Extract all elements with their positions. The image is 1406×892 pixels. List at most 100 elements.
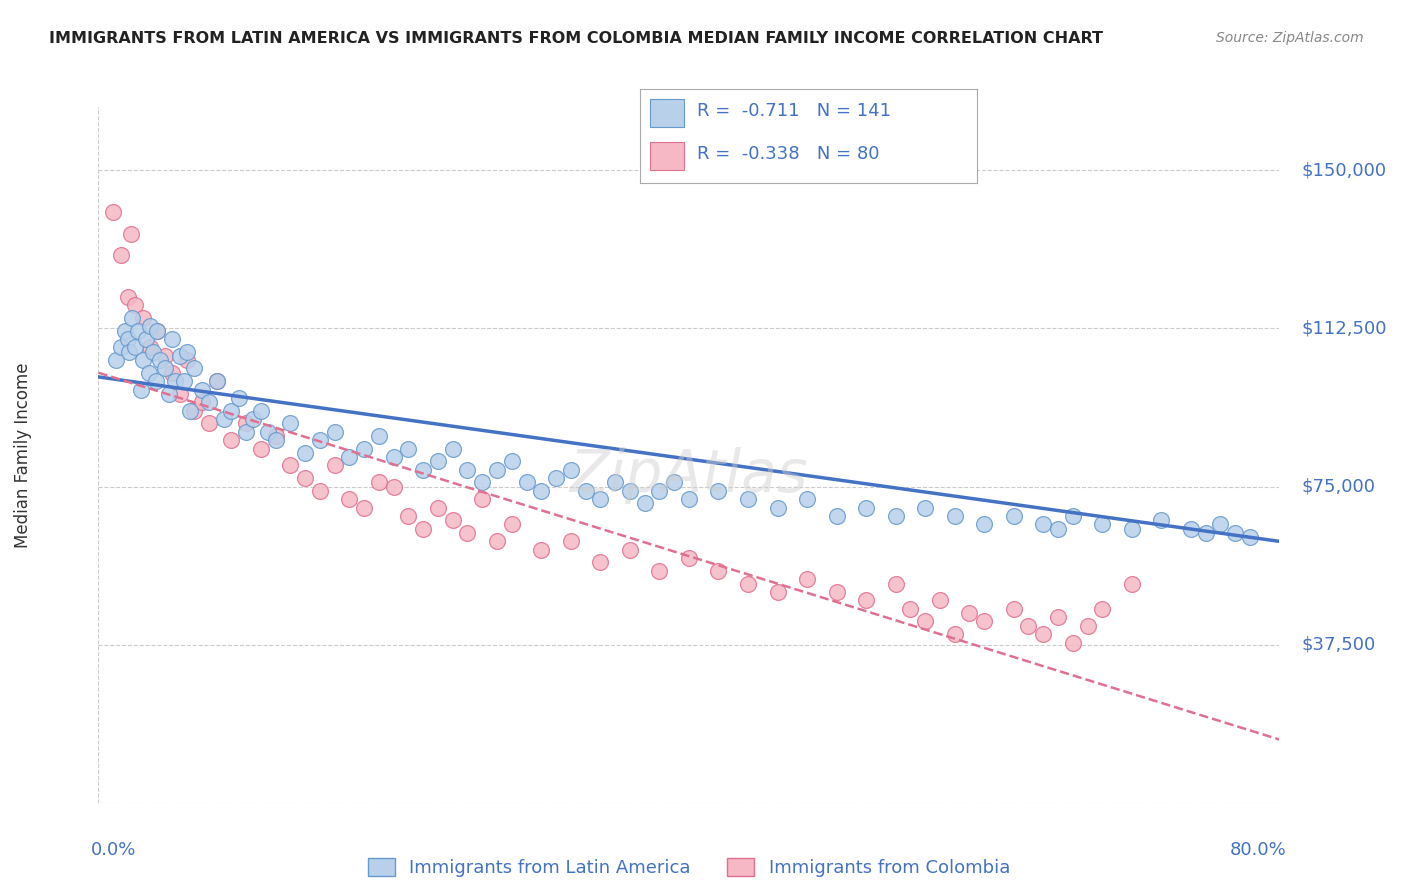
Point bbox=[337, 450, 360, 464]
Point bbox=[205, 374, 228, 388]
Point bbox=[219, 403, 243, 417]
Point bbox=[132, 310, 155, 325]
Point bbox=[1002, 509, 1025, 524]
Text: 80.0%: 80.0% bbox=[1230, 841, 1286, 859]
Point bbox=[169, 349, 191, 363]
Point bbox=[1121, 522, 1143, 536]
Point bbox=[914, 500, 936, 515]
Point bbox=[766, 585, 789, 599]
Point bbox=[1121, 576, 1143, 591]
Point bbox=[427, 500, 450, 515]
Point bbox=[1239, 530, 1261, 544]
Point bbox=[1046, 610, 1069, 624]
Point bbox=[368, 429, 391, 443]
Point bbox=[353, 500, 375, 515]
Point bbox=[825, 585, 848, 599]
Point bbox=[146, 324, 169, 338]
Point bbox=[1002, 602, 1025, 616]
Point bbox=[153, 361, 176, 376]
Point bbox=[396, 442, 419, 456]
Point bbox=[183, 403, 205, 417]
Point bbox=[146, 324, 169, 338]
Point bbox=[309, 483, 332, 498]
Point bbox=[796, 492, 818, 507]
Point bbox=[441, 513, 464, 527]
Point bbox=[855, 500, 877, 515]
Point bbox=[516, 475, 538, 490]
Point bbox=[337, 492, 360, 507]
Point bbox=[235, 417, 257, 431]
Text: Median Family Income: Median Family Income bbox=[14, 362, 32, 548]
Point bbox=[183, 361, 205, 376]
Text: R =  -0.338   N = 80: R = -0.338 N = 80 bbox=[697, 145, 880, 163]
Point bbox=[589, 556, 612, 570]
Point bbox=[664, 475, 686, 490]
Point bbox=[619, 483, 641, 498]
Point bbox=[198, 395, 221, 409]
Point bbox=[205, 374, 228, 388]
Point bbox=[149, 353, 172, 368]
Point bbox=[323, 458, 346, 473]
Text: IMMIGRANTS FROM LATIN AMERICA VS IMMIGRANTS FROM COLOMBIA MEDIAN FAMILY INCOME C: IMMIGRANTS FROM LATIN AMERICA VS IMMIGRA… bbox=[49, 31, 1104, 46]
Point bbox=[396, 509, 419, 524]
Text: $112,500: $112,500 bbox=[1302, 319, 1388, 337]
Point bbox=[162, 366, 183, 380]
Point bbox=[766, 500, 789, 515]
Point bbox=[110, 247, 132, 261]
Point bbox=[132, 353, 155, 368]
Text: Source: ZipAtlas.com: Source: ZipAtlas.com bbox=[1216, 31, 1364, 45]
Point bbox=[1032, 517, 1054, 532]
Point bbox=[1032, 627, 1054, 641]
Point bbox=[441, 442, 464, 456]
Point bbox=[121, 310, 143, 325]
Point bbox=[165, 374, 187, 388]
Text: 0.0%: 0.0% bbox=[91, 841, 136, 859]
Point bbox=[678, 492, 700, 507]
Point bbox=[153, 349, 176, 363]
Point bbox=[173, 374, 195, 388]
Point bbox=[959, 606, 981, 620]
Point bbox=[412, 463, 434, 477]
Point bbox=[1209, 517, 1232, 532]
Point bbox=[973, 517, 995, 532]
Point bbox=[796, 572, 818, 586]
Point bbox=[157, 386, 180, 401]
Point bbox=[264, 429, 287, 443]
Point bbox=[737, 492, 759, 507]
Point bbox=[139, 319, 162, 334]
Point bbox=[530, 483, 553, 498]
Point bbox=[114, 324, 136, 338]
Point bbox=[228, 391, 250, 405]
Point bbox=[118, 344, 141, 359]
Point bbox=[105, 353, 128, 368]
Point bbox=[382, 450, 405, 464]
Point bbox=[707, 483, 730, 498]
Point bbox=[117, 332, 139, 346]
Point bbox=[589, 492, 612, 507]
Point bbox=[619, 542, 641, 557]
Point bbox=[471, 475, 494, 490]
Point bbox=[235, 425, 257, 439]
Point bbox=[678, 551, 700, 566]
Text: R =  -0.711   N = 141: R = -0.711 N = 141 bbox=[697, 102, 891, 120]
Point bbox=[501, 517, 523, 532]
Text: $150,000: $150,000 bbox=[1302, 161, 1386, 179]
Point bbox=[212, 412, 235, 426]
Point bbox=[1091, 602, 1114, 616]
Point bbox=[120, 227, 142, 241]
Point bbox=[169, 386, 191, 401]
Point bbox=[278, 458, 302, 473]
Point bbox=[176, 344, 198, 359]
Point bbox=[471, 492, 494, 507]
Legend: Immigrants from Latin America, Immigrants from Colombia: Immigrants from Latin America, Immigrant… bbox=[361, 850, 1017, 884]
Point bbox=[546, 471, 568, 485]
Point bbox=[1062, 509, 1084, 524]
Point bbox=[427, 454, 450, 468]
Point bbox=[943, 627, 966, 641]
Point bbox=[707, 564, 730, 578]
FancyBboxPatch shape bbox=[650, 142, 683, 169]
Point bbox=[257, 425, 280, 439]
Point bbox=[135, 332, 157, 346]
Point bbox=[560, 463, 582, 477]
Point bbox=[1062, 635, 1084, 649]
